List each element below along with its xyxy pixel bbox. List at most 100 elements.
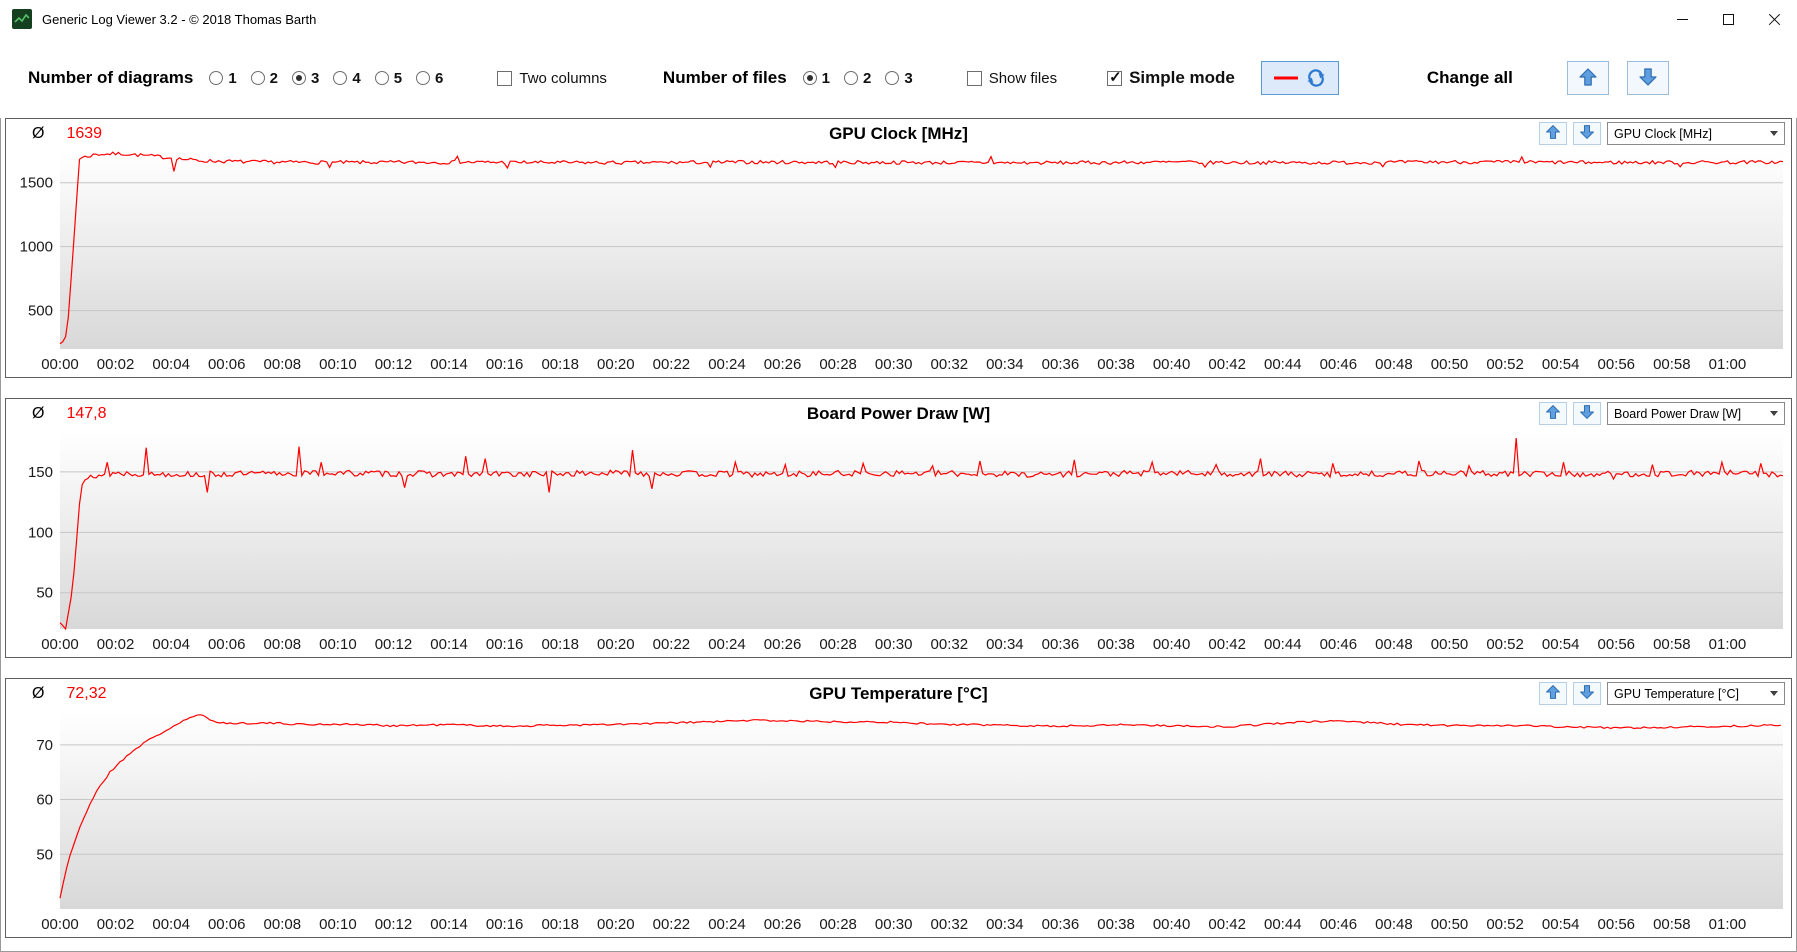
x-tick-label: 01:00	[1709, 916, 1747, 933]
x-tick-label: 00:56	[1597, 356, 1635, 373]
diagrams-label: Number of diagrams	[28, 68, 194, 87]
x-tick-label: 00:36	[1042, 356, 1080, 373]
metric-select[interactable]: GPU Clock [MHz]	[1607, 122, 1785, 145]
x-tick-label: 00:34	[986, 636, 1024, 653]
panel-move-down-button[interactable]	[1573, 682, 1601, 705]
radio-icon	[885, 71, 900, 85]
y-tick-label: 60	[36, 792, 53, 809]
x-tick-label: 00:14	[430, 356, 468, 373]
maximize-button[interactable]	[1705, 0, 1751, 38]
radio-icon-selected	[292, 71, 306, 85]
radio-label: 4	[352, 69, 361, 87]
line-style-refresh-button[interactable]	[1260, 61, 1339, 95]
chart-panel-gpu-clock: Ø 1639 GPU Clock [MHz] GPU Clock [MHz] 5…	[5, 118, 1792, 378]
show-files-checkbox[interactable]: Show files	[966, 70, 1057, 87]
x-tick-label: 00:26	[764, 356, 802, 373]
x-tick-label: 00:06	[208, 636, 246, 653]
diagrams-radio-4[interactable]: 4	[333, 69, 361, 87]
x-tick-label: 00:22	[653, 636, 691, 653]
files-radio-3[interactable]: 3	[885, 69, 913, 87]
x-tick-label: 00:02	[97, 356, 135, 373]
radio-label: 5	[393, 69, 403, 87]
x-tick-label: 00:24	[708, 636, 746, 653]
gpu-clock-chart: 500 1000 1500 00:00 00:02 00:04 00:06 00:08 00:1…	[20, 151, 1784, 373]
x-tick-label: 00:40	[1153, 636, 1191, 653]
window-controls	[1659, 0, 1797, 38]
x-tick-label: 00:20	[597, 916, 635, 933]
panel-header: Ø 1639 GPU Clock [MHz] GPU Clock [MHz]	[6, 119, 1791, 149]
refresh-icon	[1307, 69, 1325, 87]
x-tick-label: 00:12	[375, 916, 413, 933]
x-tick-label: 00:34	[986, 356, 1024, 373]
minimize-button[interactable]	[1659, 0, 1705, 38]
x-tick-label: 00:58	[1653, 356, 1691, 373]
metric-select[interactable]: Board Power Draw [W]	[1607, 402, 1785, 425]
x-tick-label: 00:26	[764, 636, 802, 653]
diagrams-radio-5[interactable]: 5	[374, 69, 403, 87]
diagrams-radio-6[interactable]: 6	[416, 70, 443, 87]
change-all-label: Change all	[1426, 68, 1513, 87]
x-tick-label: 00:44	[1264, 356, 1302, 373]
x-tick-label: 00:02	[97, 636, 135, 653]
close-button[interactable]	[1751, 0, 1797, 38]
chart-title: Board Power Draw [W]	[806, 404, 991, 423]
panel-move-down-button[interactable]	[1573, 122, 1601, 145]
radio-label: 3	[904, 69, 913, 87]
up-arrow-icon	[1545, 124, 1561, 143]
files-label: Number of files	[662, 68, 787, 87]
x-tick-label: 00:18	[541, 356, 579, 373]
x-tick-label: 00:30	[875, 356, 913, 373]
x-tick-label: 00:12	[375, 356, 413, 373]
metric-select[interactable]: GPU Temperature [°C]	[1607, 682, 1785, 705]
x-tick-label: 00:42	[1208, 636, 1246, 653]
change-all-up-button[interactable]	[1566, 61, 1609, 95]
chart-panel-board-power: Ø 147,8 Board Power Draw [W] Board Power…	[5, 398, 1792, 658]
x-tick-label: 00:08	[264, 636, 302, 653]
files-radio-2[interactable]: 2	[844, 70, 871, 87]
x-tick-label: 00:08	[264, 916, 302, 933]
files-radio-1[interactable]: 1	[802, 70, 830, 87]
panel-move-up-button[interactable]	[1539, 402, 1567, 425]
panel-move-up-button[interactable]	[1539, 682, 1567, 705]
average-symbol: Ø	[32, 125, 45, 142]
x-tick-label: 00:18	[541, 636, 579, 653]
x-tick-label: 00:04	[152, 636, 190, 653]
up-arrow-icon	[1545, 684, 1561, 703]
panel-move-up-button[interactable]	[1539, 122, 1567, 145]
x-tick-label: 00:52	[1486, 916, 1524, 933]
x-tick-label: 00:10	[319, 636, 357, 653]
x-tick-label: 01:00	[1709, 636, 1747, 653]
diagrams-radio-1[interactable]: 1	[209, 70, 237, 87]
x-tick-label: 00:02	[97, 916, 135, 933]
x-tick-label: 00:42	[1208, 356, 1246, 373]
toolbar: Number of diagrams 1 2 3 4 5 6 Two colum…	[0, 38, 1797, 118]
x-tick-label: 00:56	[1597, 636, 1635, 653]
diagrams-radio-2[interactable]: 2	[250, 70, 278, 87]
x-tick-label: 00:20	[597, 356, 635, 373]
x-tick-label: 00:04	[152, 916, 190, 933]
panel-move-down-button[interactable]	[1573, 402, 1601, 425]
x-tick-label: 00:14	[430, 916, 468, 933]
data-line	[59, 714, 1781, 899]
x-tick-label: 00:16	[486, 916, 524, 933]
x-tick-label: 00:22	[653, 916, 691, 933]
change-all-down-button[interactable]	[1626, 61, 1669, 95]
x-tick-label: 00:00	[41, 356, 79, 373]
titlebar: Generic Log Viewer 3.2 - © 2018 Thomas B…	[0, 0, 1797, 38]
x-tick-label: 00:54	[1542, 916, 1580, 933]
x-tick-label: 00:46	[1320, 636, 1358, 653]
x-tick-label: 00:54	[1542, 356, 1580, 373]
x-tick-label: 00:18	[541, 916, 579, 933]
x-tick-label: 00:50	[1431, 916, 1469, 933]
board-power-chart: 50 100 150 00:00 00:02 00:04 00:06 00:08 00:10 00…	[28, 432, 1784, 653]
x-tick-label: 00:00	[41, 916, 79, 933]
checkbox-label: Simple mode	[1129, 68, 1235, 87]
diagrams-radio-3[interactable]: 3	[292, 70, 319, 87]
two-columns-checkbox[interactable]: Two columns	[497, 70, 607, 87]
x-tick-label: 00:56	[1597, 916, 1635, 933]
radio-icon	[844, 71, 859, 85]
simple-mode-checkbox[interactable]: Simple mode	[1107, 68, 1235, 88]
down-arrow-icon	[1579, 124, 1595, 143]
x-tick-label: 00:10	[319, 916, 357, 933]
x-tick-label: 00:22	[653, 356, 691, 373]
